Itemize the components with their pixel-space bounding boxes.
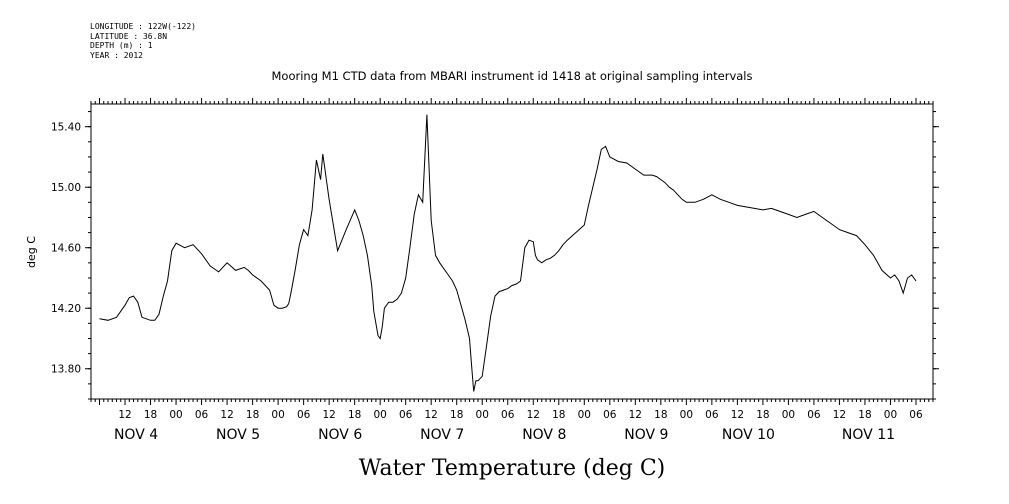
y-tick-label: 15.00 [51,182,81,194]
x-hour-label: 12 [731,409,744,421]
temperature-series-line [99,114,917,392]
x-hour-label: 00 [884,409,897,421]
latitude-label: LATITUDE : 36.8N [90,31,168,41]
x-hour-label: 18 [858,409,871,421]
x-hour-label: 00 [680,409,693,421]
x-hour-label: 12 [220,409,233,421]
x-hour-label: 00 [578,409,591,421]
x-hour-label: 12 [833,409,846,421]
x-hour-label: 00 [476,409,489,421]
x-date-label: NOV 4 [114,427,158,443]
x-date-label: NOV 5 [216,427,260,443]
x-hour-label: 18 [756,409,769,421]
x-hour-label: 06 [399,409,413,421]
x-hour-label: 06 [705,409,719,421]
x-hour-label: 06 [195,409,209,421]
y-tick-label: 14.60 [51,243,81,255]
x-hour-label: 06 [297,409,311,421]
x-hour-label: 06 [501,409,515,421]
x-hour-label: 18 [348,409,361,421]
x-hour-label: 12 [118,409,131,421]
x-hour-label: 12 [425,409,438,421]
depth-label: DEPTH (m) : 1 [90,41,153,50]
frame-ticks [90,98,934,405]
x-hour-label: 18 [246,409,259,421]
x-hour-label: 00 [271,409,284,421]
x-hour-label: 18 [450,409,463,421]
x-hour-label: 06 [909,409,923,421]
x-hour-label: 12 [629,409,642,421]
x-date-label: NOV 6 [318,427,362,443]
y-tick-label: 14.20 [51,303,81,315]
x-hour-label: 12 [322,409,335,421]
x-hour-label: 18 [144,409,157,421]
x-hour-label: 00 [782,409,795,421]
x-hour-label: 06 [807,409,821,421]
y-axis: 13.80 14.20 14.60 15.00 15.40 [51,111,939,400]
year-label: YEAR : 2012 [90,50,143,60]
x-hour-label: 06 [603,409,617,421]
metadata-block: LONGITUDE : 122W(-122) LATITUDE : 36.8N … [90,22,196,60]
x-date-label: NOV 11 [842,427,895,443]
plot-frame [90,103,934,400]
longitude-label: LONGITUDE : 122W(-122) [90,22,196,31]
y-axis-label: deg C [25,236,38,268]
chart-title: Mooring M1 CTD data from MBARI instrumen… [272,69,753,83]
x-date-label: NOV 8 [522,427,566,443]
x-hour-label: 18 [654,409,667,421]
x-date-label: NOV 9 [624,427,668,443]
x-date-label: NOV 10 [722,427,775,443]
x-hour-label: 00 [373,409,386,421]
x-date-label: NOV 7 [420,427,464,443]
x-axis: 12 18 00 06 12 18 00 06 12 18 00 06 12 18 00 06 12 18 00 06… [114,409,923,443]
y-tick-label: 13.80 [51,364,81,376]
x-hour-label: 18 [552,409,565,421]
x-axis-label: Water Temperature (deg C) [359,456,666,481]
x-hour-label: 00 [169,409,182,421]
x-hour-label: 12 [527,409,540,421]
y-tick-label: 15.40 [51,122,81,134]
